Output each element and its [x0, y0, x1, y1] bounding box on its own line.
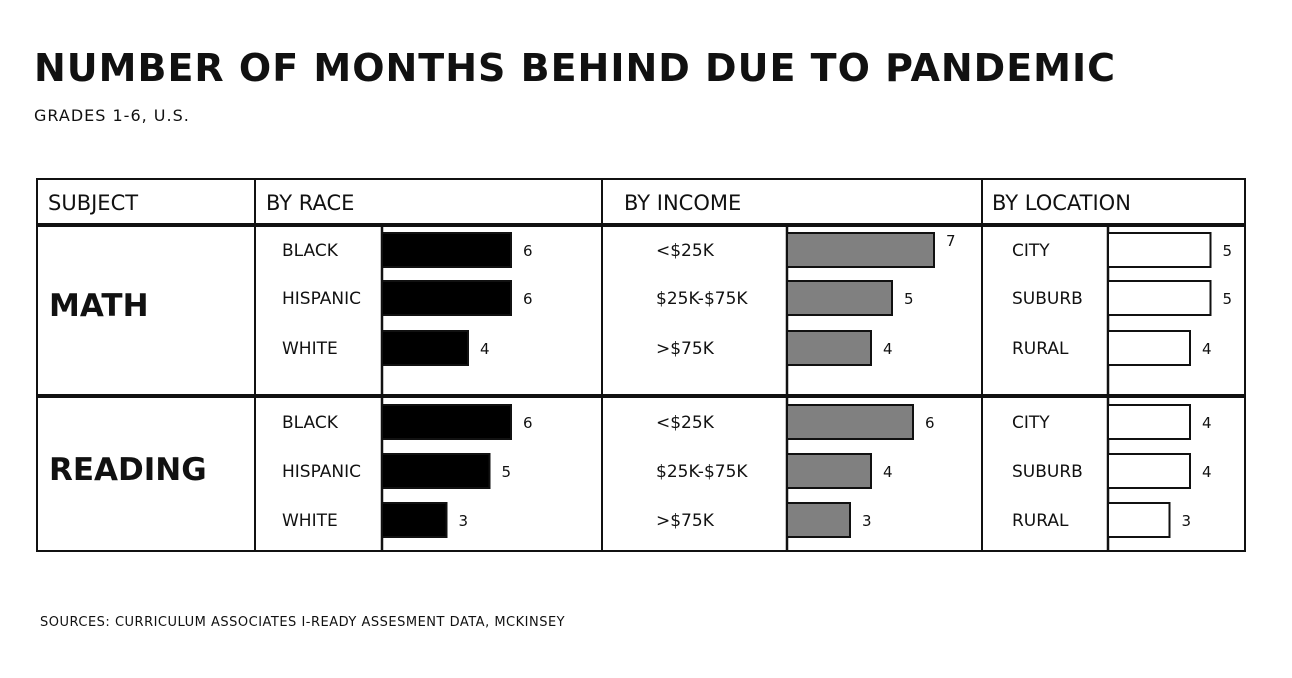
chart-subtitle: GRADES 1-6, U.S. — [34, 106, 190, 125]
subject-label-reading: READING — [49, 452, 207, 488]
bar-income-math-2 — [786, 330, 872, 366]
bar-race-reading-1 — [381, 453, 491, 489]
bar-race-math-0 — [381, 232, 512, 268]
bar-race-reading-2 — [381, 502, 448, 538]
value-label: 3 — [1182, 512, 1192, 530]
chart-marks: MATH READING BLACK 6 HISPANIC 6 WHITE 4 BLACK 6 HI… — [49, 225, 1232, 551]
category-label: HISPANIC — [282, 289, 361, 309]
category-label: $25K-$75K — [656, 289, 748, 309]
chart-title: NUMBER OF MONTHS BEHIND DUE TO PANDEMIC — [34, 46, 1117, 90]
category-label: <$25K — [656, 413, 715, 433]
bar-location-reading-2 — [1107, 502, 1171, 538]
table-border — [36, 178, 1246, 552]
value-label: 6 — [925, 414, 935, 432]
bar-location-math-1 — [1107, 280, 1212, 316]
value-label: 5 — [1223, 242, 1233, 260]
value-label: 5 — [1223, 290, 1233, 308]
bar-income-reading-0 — [786, 404, 914, 440]
category-label: SUBURB — [1012, 289, 1083, 309]
header-subject: SUBJECT — [48, 191, 138, 215]
value-label: 6 — [523, 290, 533, 308]
bar-location-math-2 — [1107, 330, 1191, 366]
table-grid — [36, 178, 1246, 552]
bar-income-math-1 — [786, 280, 893, 316]
subject-label-math: MATH — [49, 288, 149, 324]
value-label: 3 — [862, 512, 872, 530]
bar-race-math-1 — [381, 280, 512, 316]
chart-source: SOURCES: CURRICULUM ASSOCIATES I-READY A… — [40, 615, 566, 630]
value-label: 6 — [523, 414, 533, 432]
bar-income-reading-2 — [786, 502, 851, 538]
value-label: 4 — [480, 340, 490, 358]
category-label: >$75K — [656, 511, 715, 531]
category-label: <$25K — [656, 241, 715, 261]
category-label: WHITE — [282, 339, 338, 359]
bar-location-math-0 — [1107, 232, 1212, 268]
category-label: BLACK — [282, 241, 339, 261]
category-label: CITY — [1012, 413, 1050, 433]
category-label: CITY — [1012, 241, 1050, 261]
value-label: 5 — [502, 463, 512, 481]
value-label: 3 — [459, 512, 469, 530]
bar-location-reading-0 — [1107, 404, 1191, 440]
value-label: 4 — [1202, 463, 1212, 481]
bar-income-math-0 — [786, 232, 935, 268]
value-label: 4 — [883, 463, 893, 481]
bar-race-math-2 — [381, 330, 469, 366]
category-label: BLACK — [282, 413, 339, 433]
value-label: 4 — [1202, 340, 1212, 358]
category-label: >$75K — [656, 339, 715, 359]
bar-race-reading-0 — [381, 404, 512, 440]
value-label: 4 — [883, 340, 893, 358]
category-label: RURAL — [1012, 511, 1069, 531]
value-label: 7 — [946, 232, 956, 250]
header-by-income: BY INCOME — [624, 191, 741, 215]
header-by-location: BY LOCATION — [992, 191, 1131, 215]
category-label: SUBURB — [1012, 462, 1083, 482]
category-label: $25K-$75K — [656, 462, 748, 482]
bar-location-reading-1 — [1107, 453, 1191, 489]
value-label: 4 — [1202, 414, 1212, 432]
category-label: WHITE — [282, 511, 338, 531]
value-label: 6 — [523, 242, 533, 260]
category-label: HISPANIC — [282, 462, 361, 482]
header-by-race: BY RACE — [266, 191, 354, 215]
bar-income-reading-1 — [786, 453, 872, 489]
value-label: 5 — [904, 290, 914, 308]
category-label: RURAL — [1012, 339, 1069, 359]
